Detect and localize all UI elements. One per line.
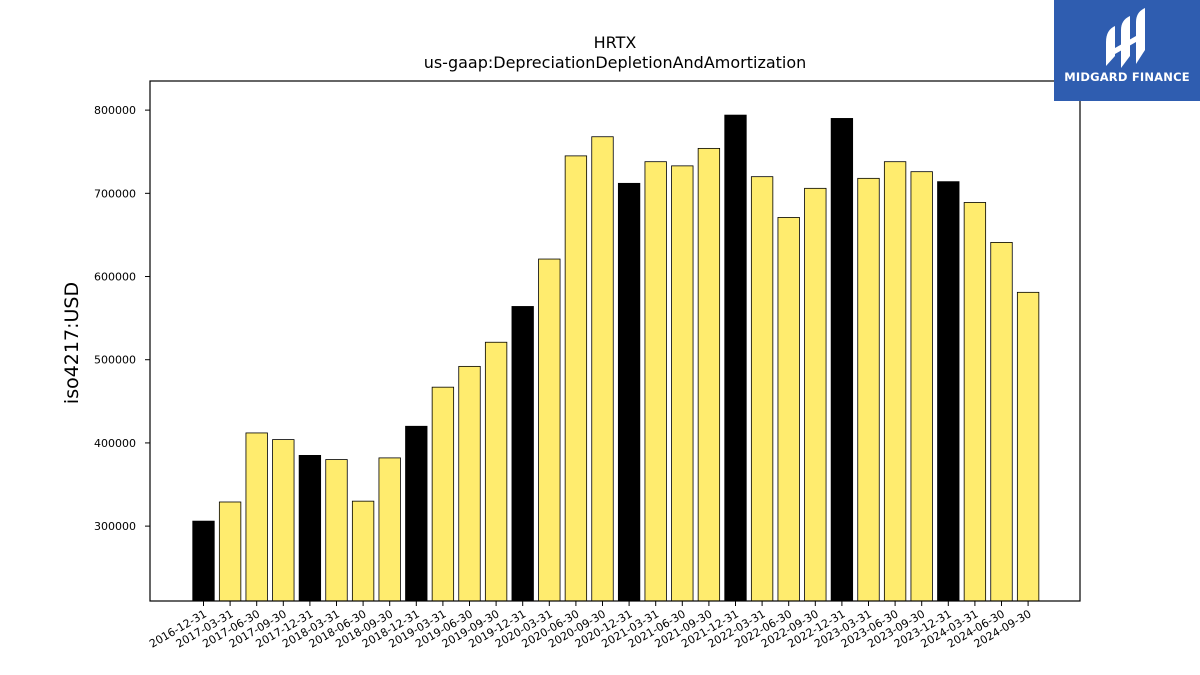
bar	[804, 187, 827, 602]
bar	[963, 202, 987, 602]
bar	[218, 501, 242, 602]
bar	[857, 177, 880, 602]
y-tick-label: 400000	[94, 437, 136, 450]
bar	[484, 341, 508, 602]
midgard-logo-icon	[1106, 8, 1145, 68]
chart-title: HRTX	[594, 33, 637, 52]
bar	[937, 181, 960, 602]
bar	[351, 500, 375, 602]
bar	[378, 457, 401, 602]
y-tick-label: 600000	[94, 271, 136, 284]
bar	[511, 306, 534, 602]
bar	[671, 165, 694, 602]
bar	[405, 425, 428, 602]
bar	[777, 217, 800, 602]
chart-subtitle: us-gaap:DepreciationDepletionAndAmortiza…	[424, 53, 807, 72]
bar	[192, 520, 215, 602]
bar	[538, 258, 561, 602]
brand-name: MIDGARD FINANCE	[1064, 70, 1190, 84]
bar	[1016, 291, 1040, 602]
bar	[591, 136, 614, 602]
bar	[750, 176, 774, 602]
bar	[431, 386, 455, 602]
bar	[883, 161, 907, 602]
y-tick-label: 300000	[94, 520, 136, 533]
y-tick-label: 800000	[94, 104, 136, 117]
x-axis-ticks: 2016-12-312017-03-312017-06-302017-09-30…	[147, 601, 1034, 651]
bar	[697, 147, 721, 602]
y-tick-label: 700000	[94, 187, 136, 200]
bar	[564, 155, 588, 602]
bar	[245, 432, 268, 602]
y-axis-ticks: 300000 400000 500000 600000 700000 800000	[94, 104, 150, 533]
bar	[644, 161, 667, 602]
plot-frame	[149, 80, 1081, 602]
bar	[272, 439, 295, 602]
bars-group	[192, 114, 1040, 602]
bar	[325, 459, 348, 602]
bar	[617, 182, 641, 602]
bar	[910, 171, 933, 602]
brand-logo: MIDGARD FINANCE	[1054, 0, 1200, 101]
y-tick-label: 500000	[94, 354, 136, 367]
bar	[298, 454, 322, 602]
y-axis-label: iso4217:USD	[61, 282, 83, 404]
bar	[830, 118, 854, 602]
bar	[458, 365, 481, 602]
bar	[990, 242, 1013, 602]
bar	[724, 114, 747, 602]
